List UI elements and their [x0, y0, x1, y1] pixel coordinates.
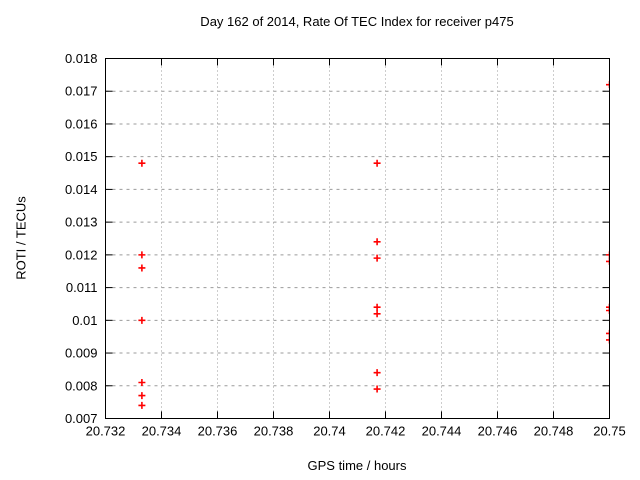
x-tick-label: 20.734 — [142, 424, 182, 439]
plot-border — [105, 58, 610, 419]
data-point-marker — [606, 336, 610, 344]
data-point-marker — [138, 159, 146, 167]
data-point-marker — [606, 303, 610, 311]
y-tick-label: 0.016 — [65, 116, 98, 131]
y-tick-label: 0.015 — [65, 149, 98, 164]
x-tick-label: 20.746 — [478, 424, 518, 439]
y-tick-label: 0.017 — [65, 84, 98, 99]
y-tick-label: 0.018 — [65, 51, 98, 66]
data-point-marker — [373, 369, 381, 377]
data-point-marker — [606, 251, 610, 259]
y-tick-label: 0.007 — [65, 411, 98, 426]
x-axis-label: GPS time / hours — [307, 458, 407, 473]
y-tick-label: 0.01 — [72, 313, 97, 328]
y-tick-label: 0.012 — [65, 247, 98, 262]
data-point-marker — [373, 385, 381, 393]
data-points-group — [138, 81, 610, 409]
x-tick-label: 20.742 — [366, 424, 406, 439]
data-point-marker — [373, 310, 381, 318]
data-point-marker — [606, 81, 610, 89]
data-point-marker — [138, 251, 146, 259]
data-point-marker — [138, 401, 146, 409]
x-tick-label: 20.748 — [534, 424, 574, 439]
data-point-marker — [138, 316, 146, 324]
data-point-marker — [606, 307, 610, 314]
x-tick-label: 20.744 — [422, 424, 462, 439]
data-point-marker — [373, 303, 381, 311]
x-tick-label: 20.736 — [198, 424, 238, 439]
data-point-marker — [138, 379, 146, 386]
y-tick-label: 0.011 — [66, 280, 98, 295]
data-point-marker — [373, 254, 381, 262]
data-point-marker — [138, 392, 146, 400]
y-tick-label: 0.008 — [65, 378, 98, 393]
data-point-marker — [606, 257, 610, 265]
y-tick-label: 0.013 — [65, 215, 98, 230]
y-tick-label: 0.014 — [65, 182, 98, 197]
chart-title: Day 162 of 2014, Rate Of TEC Index for r… — [200, 14, 514, 29]
data-point-marker — [606, 329, 610, 337]
x-tick-label: 20.74 — [313, 424, 346, 439]
y-tick-label: 0.009 — [65, 346, 98, 361]
x-tick-label: 20.75 — [593, 424, 626, 439]
data-point-marker — [373, 238, 381, 246]
data-point-marker — [373, 159, 381, 167]
data-point-marker — [138, 264, 146, 272]
x-tick-label: 20.732 — [86, 424, 126, 439]
x-tick-label: 20.738 — [254, 424, 294, 439]
